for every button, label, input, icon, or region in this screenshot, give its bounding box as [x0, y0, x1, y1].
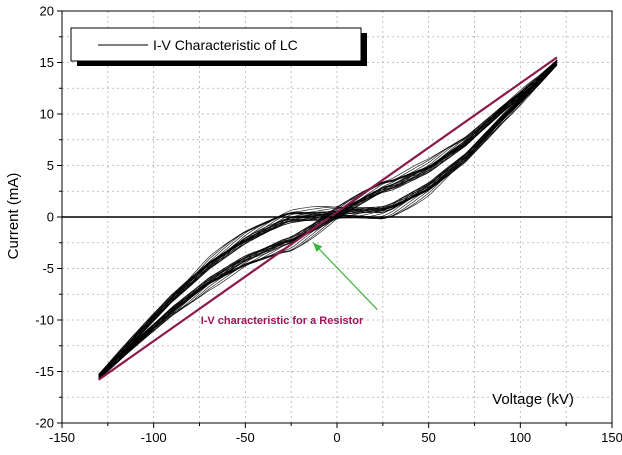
lc-iv-trace: [98, 62, 558, 376]
legend: I-V Characteristic of LC: [70, 27, 367, 66]
legend-label: I-V Characteristic of LC: [153, 37, 298, 53]
x-axis-title: Voltage (kV): [492, 391, 574, 408]
annotation-arrow: [312, 242, 378, 311]
x-tick-label: -100: [141, 430, 167, 445]
x-tick-label: -150: [49, 430, 75, 445]
lc-iv-trace: [98, 60, 558, 380]
lc-iv-trace: [98, 62, 558, 376]
y-tick-label: 5: [47, 158, 54, 173]
x-tick-label: 50: [421, 430, 435, 445]
y-axis-title: Current (mA): [5, 173, 22, 260]
y-tick-label: -5: [42, 261, 54, 276]
series-layer: [98, 56, 558, 381]
annotation-label: I-V characteristic for a Resistor: [201, 315, 364, 327]
x-tick-label: 0: [333, 430, 340, 445]
y-tick-label: -20: [35, 416, 54, 431]
y-tick-label: 0: [47, 210, 54, 225]
x-tick-label: 150: [601, 430, 622, 445]
x-tick-label: 100: [509, 430, 531, 445]
annotation-arrowhead: [313, 242, 323, 253]
y-tick-label: 15: [40, 55, 54, 70]
y-tick-label: -10: [35, 313, 54, 328]
lc-iv-trace: [98, 59, 558, 380]
x-tick-label: -50: [236, 430, 255, 445]
y-tick-label: 20: [40, 4, 54, 19]
y-tick-label: 10: [40, 107, 54, 122]
resistor-iv-line: [98, 56, 558, 381]
y-tick-label: -15: [35, 364, 54, 379]
